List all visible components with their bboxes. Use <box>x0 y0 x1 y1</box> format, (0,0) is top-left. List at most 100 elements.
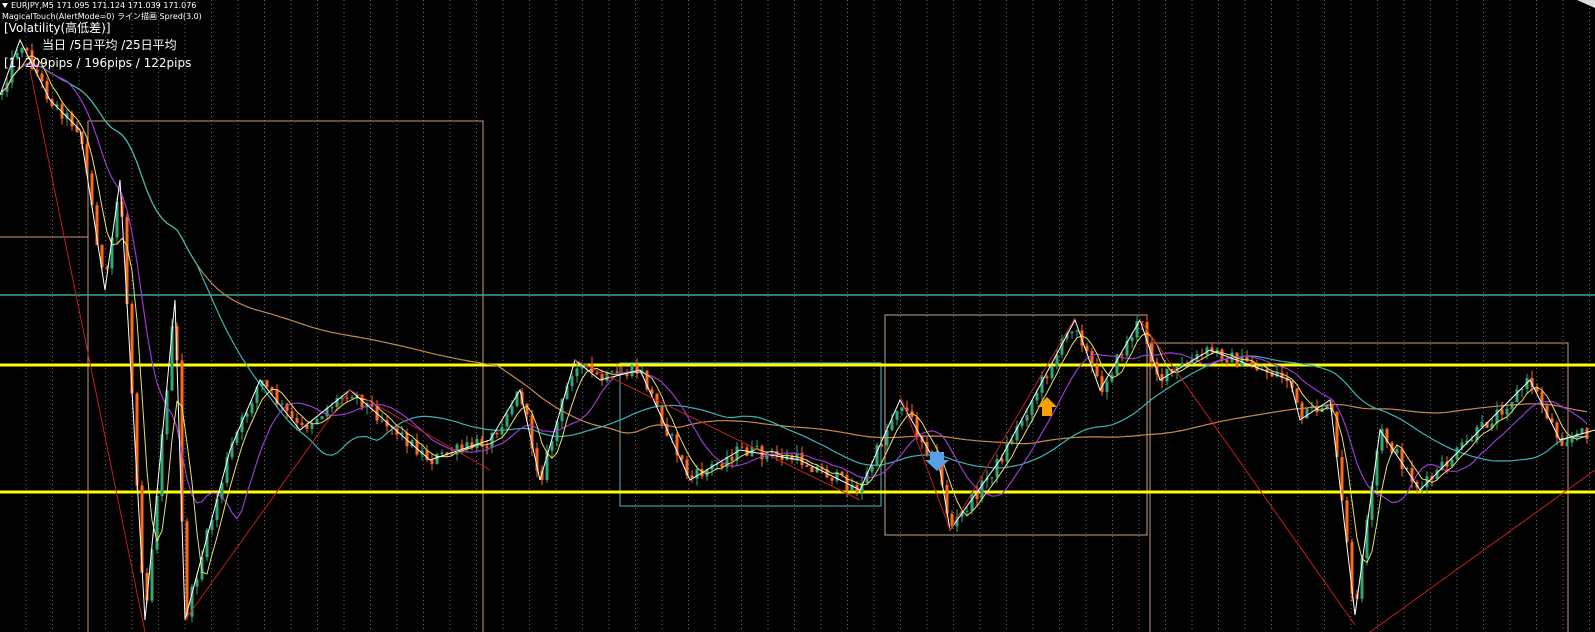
candle-body <box>1020 420 1024 427</box>
candle-body <box>1295 388 1299 403</box>
candle-body <box>345 397 349 399</box>
candle-body <box>905 407 909 412</box>
candle-body <box>1080 330 1084 346</box>
candle-body <box>730 456 734 461</box>
dropdown-icon[interactable] <box>2 3 8 8</box>
candle-body <box>1400 449 1404 470</box>
candle-body <box>755 445 759 447</box>
corner-icon <box>1577 0 1595 8</box>
trend-line <box>29 69 146 632</box>
candle-body <box>1335 411 1339 458</box>
candle-body <box>450 454 454 456</box>
candle-body <box>440 452 444 454</box>
candle-body <box>380 420 384 422</box>
candle-body <box>890 419 894 431</box>
candle-body <box>1180 363 1184 367</box>
candle-body <box>650 389 654 394</box>
candle-body <box>835 471 839 481</box>
candle-body <box>210 520 214 530</box>
candle-body <box>90 173 94 206</box>
candle-body <box>1370 485 1374 520</box>
candle-body <box>685 459 689 476</box>
candle-body <box>830 477 834 481</box>
candle-body <box>1285 377 1289 382</box>
candle-body <box>50 99 54 107</box>
candle-body <box>1125 340 1129 356</box>
candle-body <box>865 471 869 483</box>
candle-body <box>1240 355 1244 366</box>
candle-body <box>910 411 914 418</box>
candle-body <box>1205 347 1209 355</box>
candle-body <box>1025 415 1029 421</box>
candle-body <box>575 368 579 377</box>
candle-body <box>330 407 334 409</box>
candle-body <box>455 444 459 455</box>
candle-body <box>870 464 874 472</box>
candle-body <box>410 440 414 447</box>
candle-body <box>1320 407 1324 412</box>
candle-body <box>95 205 99 246</box>
candle-body <box>1030 400 1034 416</box>
candle-body <box>760 445 764 460</box>
candle-body <box>1405 468 1409 470</box>
moving-average-long <box>1 63 1588 445</box>
candle-body <box>980 480 984 500</box>
candle-body <box>585 363 589 365</box>
candle-body <box>605 372 609 381</box>
candle-body <box>485 446 489 448</box>
candle-body <box>1350 541 1354 595</box>
candle-body <box>1360 558 1364 599</box>
candle-body <box>15 52 19 58</box>
candle-body <box>335 398 339 408</box>
candle-body <box>570 376 574 387</box>
symbol-line: EURJPY,M5 171.095 171.124 171.039 171.07… <box>11 1 196 10</box>
trend-line <box>1369 469 1595 632</box>
candle-body <box>1535 386 1539 392</box>
candle-body <box>265 380 269 388</box>
range-box <box>884 314 1148 536</box>
indicator-line: MagicalTouch(AlertMode=0) ライン描画 Spred(3.… <box>2 11 202 21</box>
candle-body <box>625 374 629 377</box>
candle-body <box>110 237 114 269</box>
candle-body <box>135 393 139 486</box>
volatility-columns: 当日 /5日平均 /25日平均 <box>42 38 177 52</box>
candle-body <box>1245 355 1249 362</box>
candle-body <box>305 424 309 429</box>
candle-body <box>1470 440 1474 442</box>
range-box <box>87 120 484 632</box>
candle-body <box>850 484 854 491</box>
candle-body <box>875 445 879 465</box>
candle-body <box>1325 405 1329 408</box>
candle-body <box>1035 392 1039 401</box>
candle-body <box>435 453 439 464</box>
buy-arrow <box>1037 397 1057 416</box>
candle-body <box>225 457 229 483</box>
candle-body <box>1375 450 1379 486</box>
candle-body <box>540 470 544 480</box>
candle-body <box>1190 359 1194 365</box>
candle-body <box>525 403 529 415</box>
candle-body <box>195 579 199 587</box>
candle-body <box>425 450 429 461</box>
candle-body <box>270 387 274 390</box>
candle-body <box>945 484 949 514</box>
candle-body <box>255 386 259 403</box>
candle-body <box>1365 519 1369 559</box>
candle-body <box>530 414 534 449</box>
candle-body <box>975 492 979 500</box>
candle-body <box>490 432 494 448</box>
candle-body <box>705 469 709 477</box>
candle-body <box>1210 347 1214 353</box>
candle-body <box>200 557 204 580</box>
candle-body <box>1280 372 1284 378</box>
candle-body <box>70 113 74 127</box>
candle-body <box>1120 354 1124 356</box>
candle-body <box>1060 338 1064 355</box>
candle-body <box>1095 365 1099 377</box>
candle-body <box>815 466 819 473</box>
candle-body <box>55 104 59 107</box>
candle-body <box>115 201 119 238</box>
candle-body <box>1000 458 1004 462</box>
candle-body <box>1505 408 1509 415</box>
candle-body <box>320 416 324 419</box>
